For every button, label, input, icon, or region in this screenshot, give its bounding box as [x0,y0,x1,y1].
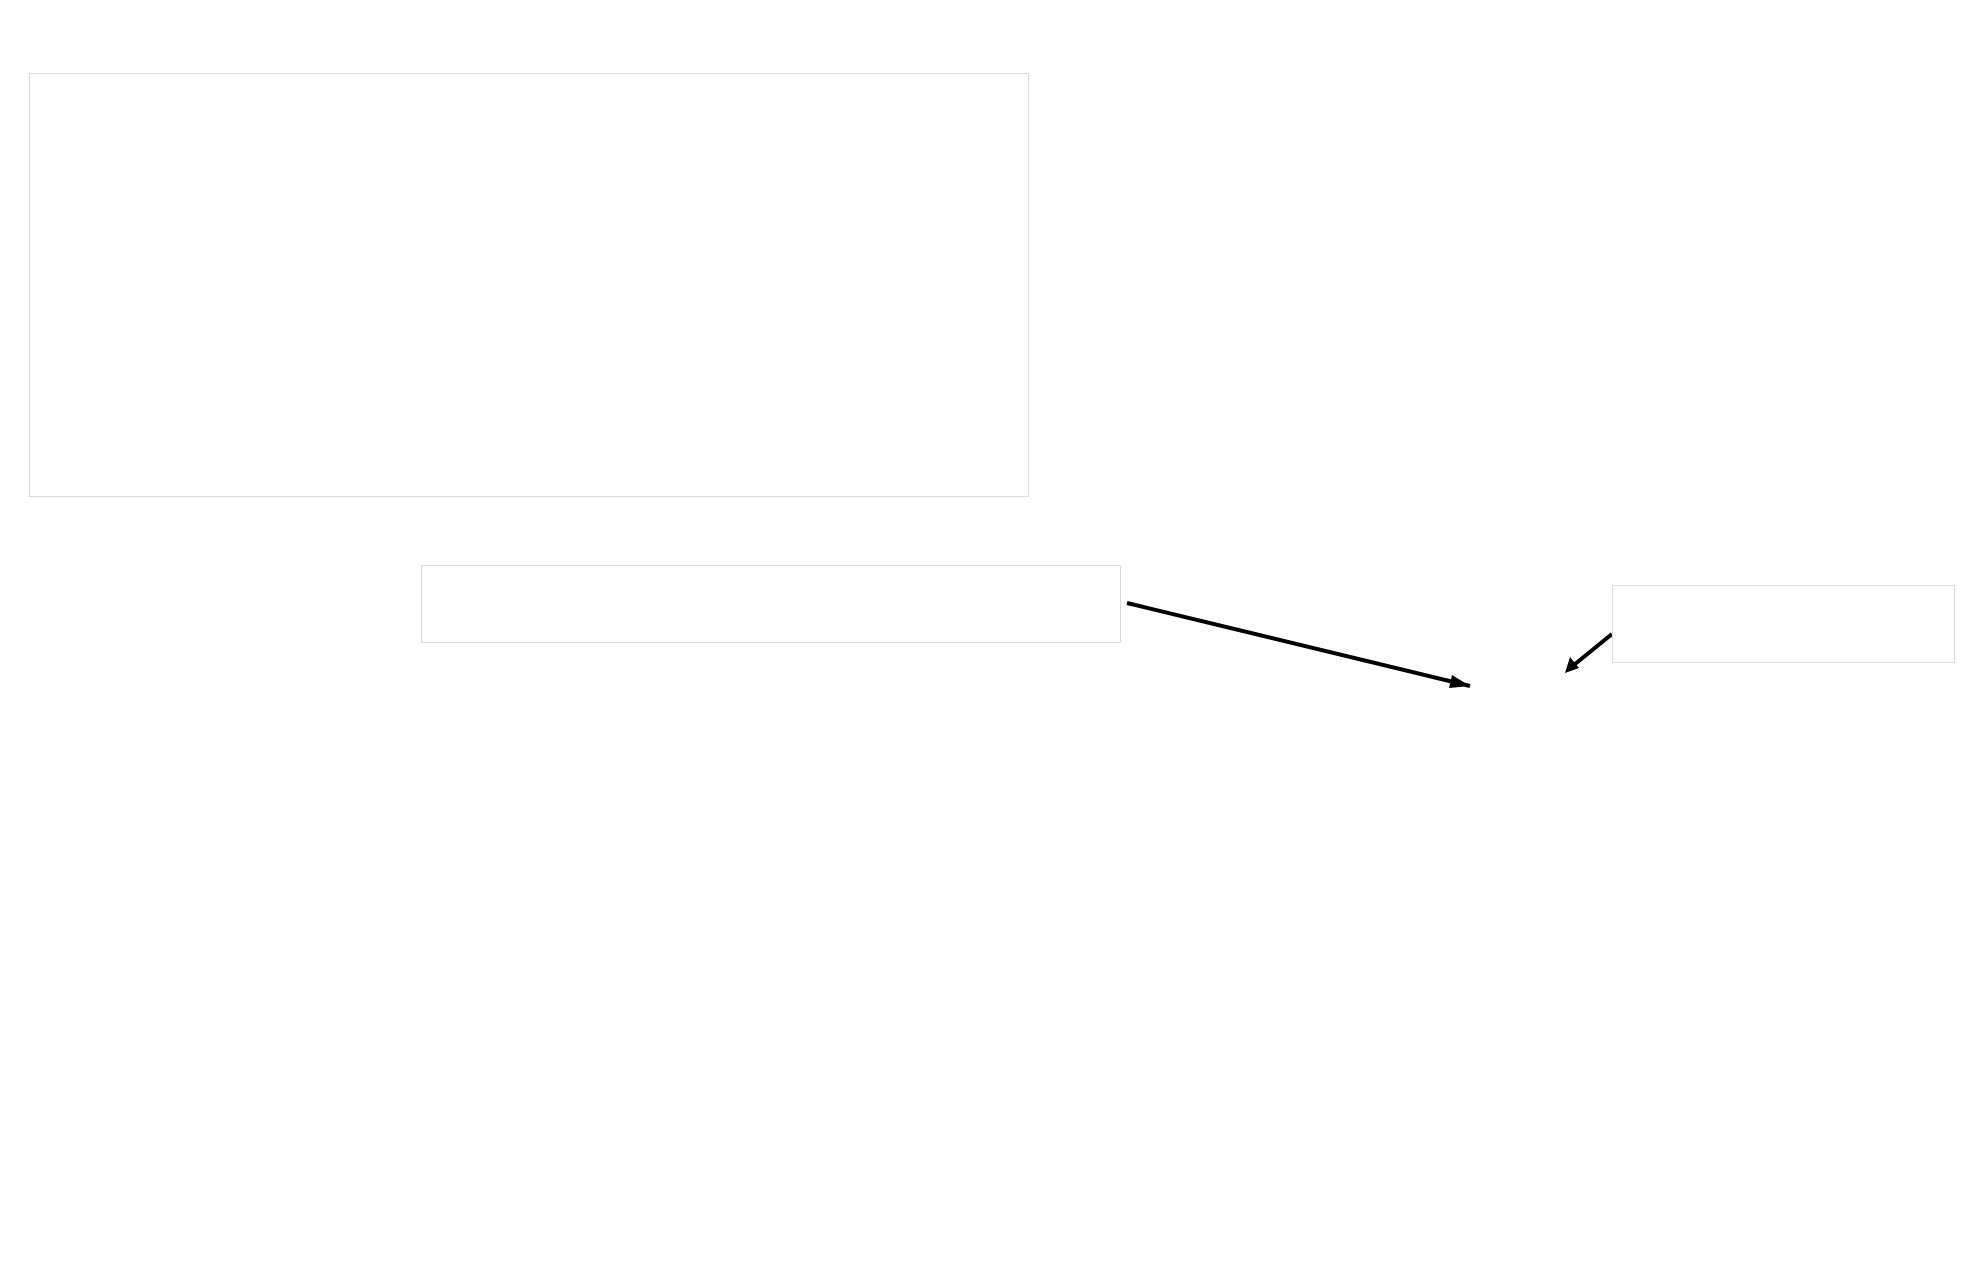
social-optimum-label [421,565,1121,643]
market-optimum-arrow [1567,632,1614,671]
social-optimum-arrow [1126,601,1471,688]
market-optimum-label [1612,585,1955,663]
social-optimum-arrowhead [1449,675,1470,688]
explanation-text-box [29,73,1029,497]
market-optimum-arrowhead [1565,657,1579,673]
